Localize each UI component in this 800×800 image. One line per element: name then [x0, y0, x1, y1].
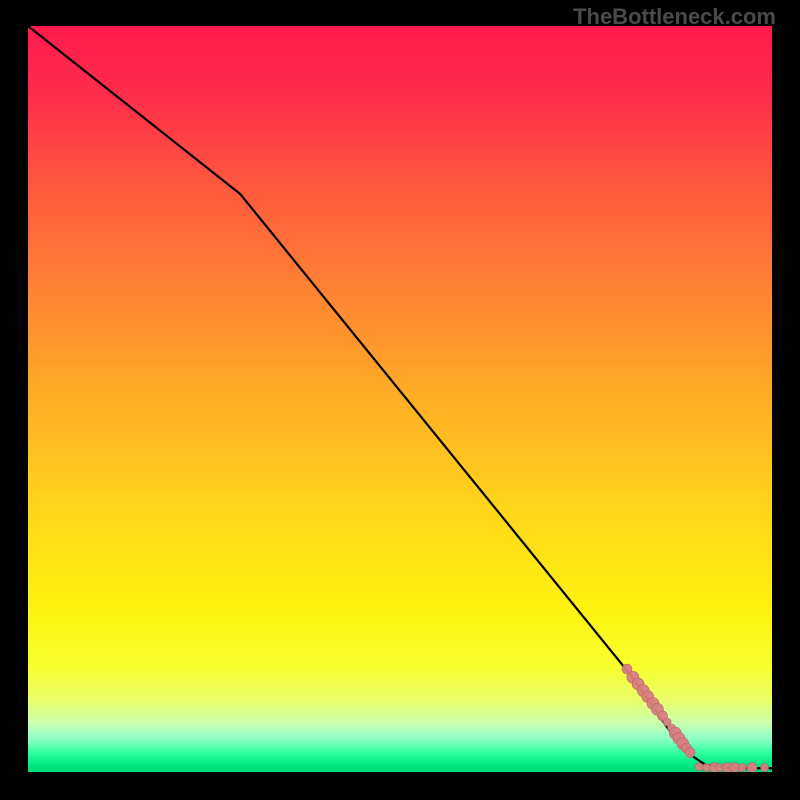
data-marker: [747, 763, 757, 772]
curve-layer: [28, 26, 772, 772]
plot-area: [28, 26, 772, 772]
marker-group: [622, 664, 769, 772]
data-marker: [738, 764, 746, 772]
watermark-text: TheBottleneck.com: [573, 4, 776, 30]
data-marker: [695, 763, 703, 771]
data-marker: [685, 748, 695, 758]
data-marker: [761, 764, 769, 772]
data-marker: [703, 764, 711, 772]
chart-stage: TheBottleneck.com: [0, 0, 800, 800]
bottleneck-curve: [28, 26, 772, 768]
